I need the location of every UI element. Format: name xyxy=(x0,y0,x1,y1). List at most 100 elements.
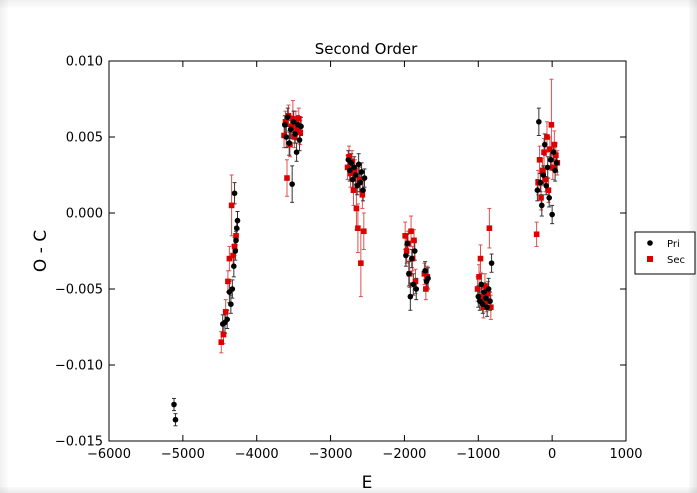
data-point-pri xyxy=(298,123,304,130)
y-tick-label: 0.005 xyxy=(66,131,103,146)
data-point-pri xyxy=(536,119,542,125)
data-point-sec xyxy=(545,187,552,193)
markers-layer xyxy=(171,112,561,423)
data-point-pri xyxy=(547,157,554,163)
data-point-sec xyxy=(282,119,289,125)
x-tick-label: 0 xyxy=(548,447,556,462)
window-shadow-top xyxy=(0,0,697,8)
data-point-pri xyxy=(478,281,485,288)
data-point-pri xyxy=(409,255,415,262)
legend: Pri Sec xyxy=(634,231,696,275)
data-point-sec xyxy=(296,115,302,122)
x-tick-label: −4000 xyxy=(235,447,279,462)
x-tick-label: 1000 xyxy=(609,447,642,462)
data-point-sec xyxy=(230,252,236,259)
data-point-pri xyxy=(346,167,353,174)
data-point-sec xyxy=(533,231,540,238)
data-point-pri xyxy=(482,295,489,301)
data-point-pri xyxy=(485,286,492,292)
y-tick-labels: −0.015 −0.010 −0.005 0.000 0.005 0.010 xyxy=(55,55,103,450)
data-point-pri xyxy=(349,176,356,183)
data-point-pri xyxy=(425,275,431,282)
data-point-pri xyxy=(234,217,241,224)
data-point-pri xyxy=(537,179,544,186)
data-point-sec xyxy=(479,293,485,300)
data-point-pri xyxy=(540,172,547,178)
data-point-sec xyxy=(539,167,546,174)
data-point-pri xyxy=(550,149,557,155)
data-point-sec xyxy=(225,278,231,285)
data-point-sec xyxy=(477,255,484,262)
data-point-pri xyxy=(541,141,548,148)
y-tick-label: −0.005 xyxy=(55,283,103,298)
data-point-pri xyxy=(404,240,411,247)
data-point-sec xyxy=(476,274,482,280)
data-point-pri xyxy=(358,169,365,175)
data-point-sec xyxy=(480,304,487,311)
chart-title: Second Order xyxy=(315,40,418,58)
data-point-sec xyxy=(538,195,544,201)
data-point-sec xyxy=(411,237,417,244)
data-point-sec xyxy=(228,202,235,209)
window-shadow-bottom xyxy=(0,487,697,493)
data-point-pri xyxy=(172,416,179,423)
x-tick-label: −5000 xyxy=(161,447,205,462)
plot-area xyxy=(108,60,627,442)
data-point-pri xyxy=(479,301,486,308)
data-point-sec xyxy=(353,205,360,212)
data-point-pri xyxy=(546,195,552,201)
y-tick-label: 0.000 xyxy=(66,207,103,222)
data-point-sec xyxy=(359,191,366,198)
x-tick-label: −2000 xyxy=(382,447,426,462)
data-point-sec xyxy=(222,309,229,315)
ticks-layer xyxy=(108,60,627,442)
data-point-sec xyxy=(218,339,225,345)
data-point-pri xyxy=(233,237,239,244)
data-point-sec xyxy=(486,225,493,231)
data-point-sec xyxy=(297,129,304,136)
legend-label-sec: Sec xyxy=(667,255,685,266)
data-point-pri xyxy=(406,271,412,277)
data-point-pri xyxy=(290,119,297,125)
data-point-pri xyxy=(534,187,541,193)
data-point-pri xyxy=(481,289,487,295)
data-point-sec xyxy=(358,260,364,266)
data-point-pri xyxy=(352,172,359,178)
x-tick-label: −1000 xyxy=(456,447,500,462)
data-point-pri xyxy=(357,179,363,186)
data-point-pri xyxy=(232,248,239,254)
data-point-sec xyxy=(344,164,351,171)
y-tick-label: −0.010 xyxy=(55,359,103,374)
data-point-sec xyxy=(421,271,428,277)
data-point-sec xyxy=(402,233,408,239)
data-point-pri xyxy=(348,160,355,166)
plot-frame xyxy=(108,60,627,442)
data-point-pri xyxy=(287,126,294,133)
data-point-sec xyxy=(403,248,410,254)
data-point-sec xyxy=(423,286,429,292)
data-point-pri xyxy=(407,293,414,300)
data-point-sec xyxy=(548,122,555,128)
data-point-sec xyxy=(356,176,363,183)
data-point-pri xyxy=(231,263,237,270)
data-point-sec xyxy=(483,298,490,304)
data-point-pri xyxy=(284,114,291,121)
data-point-pri xyxy=(361,175,368,181)
data-point-sec xyxy=(294,126,301,133)
data-point-pri xyxy=(475,293,482,300)
data-point-pri xyxy=(484,304,490,311)
data-point-pri xyxy=(281,122,288,128)
y-axis-label: O - C xyxy=(31,230,51,272)
x-tick-label: −6000 xyxy=(87,447,131,462)
data-point-sec xyxy=(284,175,290,181)
data-point-sec xyxy=(220,331,227,338)
data-point-pri xyxy=(355,161,362,168)
data-point-sec xyxy=(408,228,414,235)
data-point-pri xyxy=(171,401,177,408)
data-point-sec xyxy=(550,164,556,171)
data-point-sec xyxy=(233,233,239,239)
data-point-sec xyxy=(226,255,233,262)
data-point-pri xyxy=(539,202,545,209)
